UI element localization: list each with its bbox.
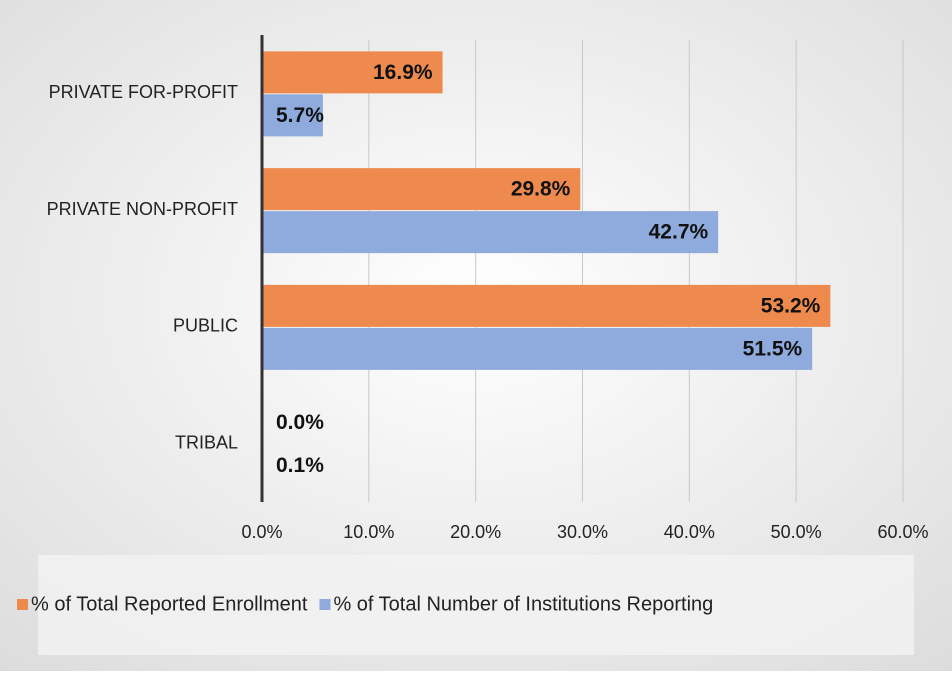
- value-label: 42.7%: [649, 221, 709, 244]
- value-label: 5.7%: [276, 104, 324, 127]
- x-tick-label: 50.0%: [771, 522, 822, 542]
- category-label: PRIVATE FOR-PROFIT: [49, 82, 238, 102]
- x-tick-label: 20.0%: [450, 522, 501, 542]
- value-label: 53.2%: [761, 294, 821, 317]
- bar: [262, 284, 831, 327]
- legend-label: % of Total Reported Enrollment: [31, 593, 308, 615]
- bar: [262, 94, 323, 137]
- bar: [262, 211, 719, 254]
- plot: 0.0% 10.0% 20.0% 30.0% 40.0% 50.0% 60.0% PRIVAT…: [17, 35, 929, 615]
- bar: [262, 327, 813, 370]
- value-label: 0.1%: [276, 454, 324, 477]
- legend-swatch: [17, 599, 28, 610]
- value-label: 29.8%: [511, 178, 571, 201]
- bar: [262, 168, 581, 211]
- category-label: PUBLIC: [173, 316, 238, 336]
- x-tick-label: 30.0%: [557, 522, 608, 542]
- value-label: 51.5%: [743, 337, 803, 360]
- value-label: 16.9%: [373, 61, 433, 84]
- category-label: TRIBAL: [175, 432, 238, 452]
- legend-box: [38, 555, 914, 655]
- bar: [262, 51, 443, 94]
- value-label: 0.0%: [276, 411, 324, 434]
- x-tick-label: 10.0%: [343, 522, 394, 542]
- legend-label: % of Total Number of Institutions Report…: [333, 593, 713, 615]
- x-tick-label: 60.0%: [877, 522, 928, 542]
- x-tick-label: 40.0%: [664, 522, 715, 542]
- legend-swatch: [319, 599, 331, 610]
- category-label: PRIVATE NON-PROFIT: [47, 199, 238, 219]
- x-tick-label: 0.0%: [241, 522, 282, 542]
